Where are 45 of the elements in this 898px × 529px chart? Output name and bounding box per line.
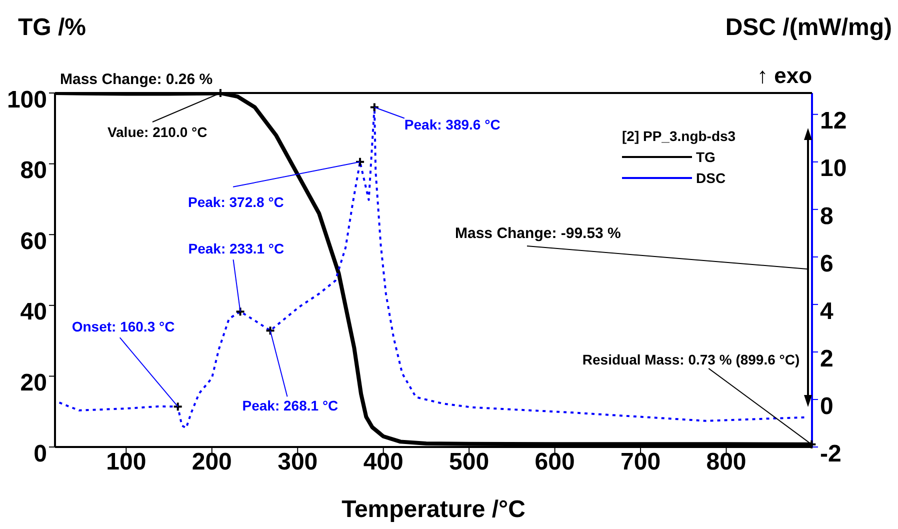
y-tick-label: 60 (20, 228, 47, 255)
x-tick-label: 600 (534, 448, 575, 476)
x-tick-label: 400 (363, 448, 404, 476)
annotation: Residual Mass: 0.73 % (899.6 °C) (582, 351, 800, 368)
y-tick-label: 100 (6, 86, 47, 114)
y2-tick-label: 6 (820, 250, 834, 278)
callout: Onset: 160.3 °C (72, 318, 183, 412)
y2-tick-label: 4 (820, 298, 834, 325)
x-tick-label: 300 (278, 448, 318, 476)
y2-tick-label: -2 (820, 440, 842, 468)
x-tick-label: 800 (706, 448, 746, 476)
callout: Peak: 233.1 °C (188, 240, 284, 317)
text: Mass Change: 0.26 % (60, 71, 213, 88)
annotation: Onset: 160.3 °C (72, 318, 175, 335)
legend-label: TG (696, 148, 716, 164)
y2-axis-title: DSC /(mW/mg) (725, 14, 892, 42)
callout: Residual Mass: 0.73 % (899.6 °C) (582, 351, 817, 450)
annotation: Peak: 268.1 °C (242, 398, 338, 414)
callout: Peak: 372.8 °C (188, 156, 366, 210)
annotation: Peak: 372.8 °C (188, 194, 284, 210)
legend-label: DSC (696, 170, 726, 186)
x-tick-label: 100 (106, 448, 146, 476)
y2-tick-label: 8 (820, 202, 834, 230)
y2-tick-label: 2 (820, 345, 834, 372)
y-tick-label: 20 (20, 370, 47, 397)
y-axis-title: TG /% (18, 14, 86, 42)
annotation: Peak: 389.6 °C (404, 116, 500, 132)
callout: Peak: 268.1 °C (242, 326, 338, 414)
legend-title: [2] PP_3.ngb-ds3 (622, 128, 736, 144)
annotation: Value: 210.0 °C (107, 124, 208, 140)
x-tick-label: 500 (449, 448, 490, 476)
x-axis-title: Temperature /°C (342, 496, 526, 523)
y2-tick-label: 10 (820, 155, 847, 182)
x-tick-label: 700 (620, 448, 661, 476)
x-tick-label: 200 (192, 448, 232, 476)
annotation: Mass Change: -99.53 % (455, 225, 621, 242)
y2-tick-label: 0 (820, 392, 834, 420)
y-tick-label: 80 (20, 157, 47, 184)
annotation: Peak: 233.1 °C (188, 240, 284, 257)
callout: Value: 210.0 °C (107, 88, 226, 140)
y-tick-label: 0 (34, 440, 47, 468)
text: ↑ exo (757, 63, 812, 89)
y-tick-label: 40 (20, 298, 47, 326)
y2-tick-label: 12 (820, 108, 847, 135)
callout: Peak: 389.6 °C (369, 102, 500, 132)
